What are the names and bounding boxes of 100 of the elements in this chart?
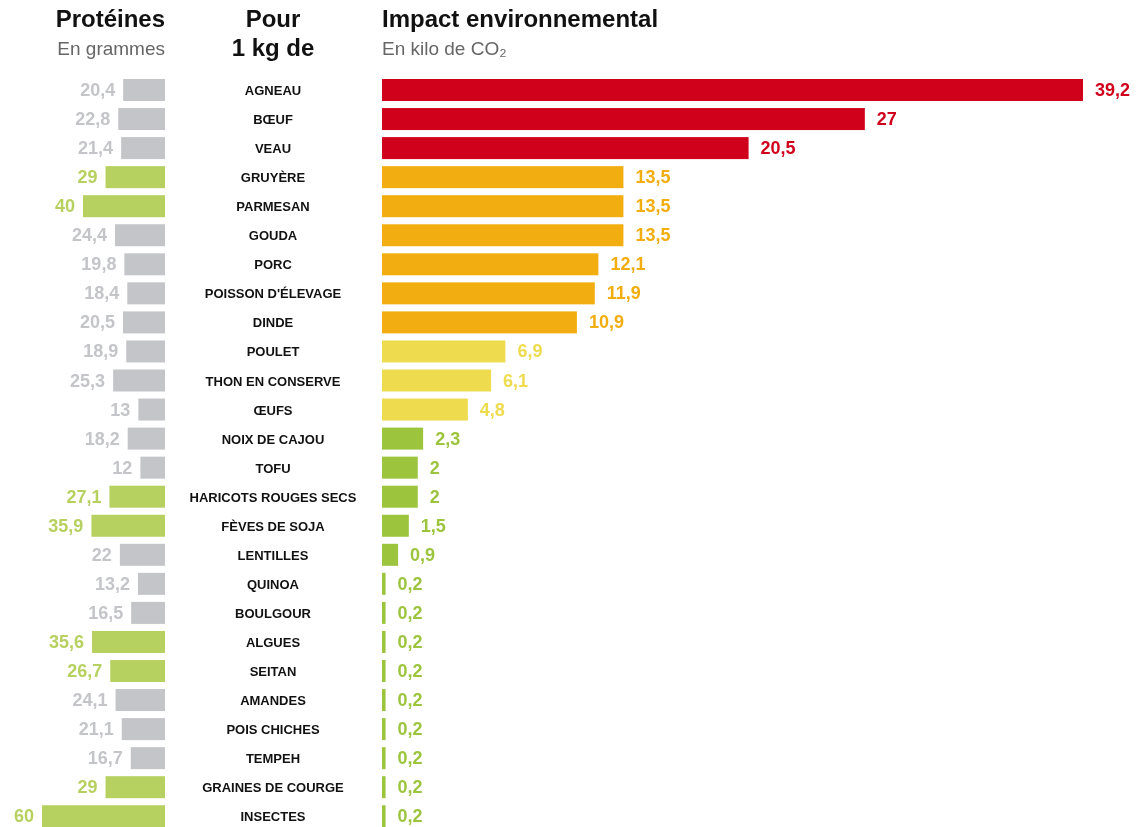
y-tick-label: GRUYÈRE [240,170,306,186]
bar [382,137,749,160]
bar [140,456,165,479]
data-label: 24,1 [72,690,108,711]
bar [105,166,165,189]
y-tick-label: PORC [254,257,293,273]
y-tick-label: PARMESAN [236,199,310,215]
bar [123,79,165,101]
bar [126,340,165,363]
data-label: 13,5 [635,167,671,188]
data-label: 22 [91,544,112,565]
bar [382,340,506,363]
y-tick-label: ALGUES [245,634,301,650]
data-label: 35,6 [48,631,85,652]
data-label: 12 [112,457,133,478]
y-tick-label: QUINOA [247,576,300,592]
y-tick-label: NOIX DE CAJOU [221,431,325,447]
data-label: 0,2 [397,806,423,827]
y-tick-label: AMANDES [240,693,307,709]
y-tick-label: HARICOTS ROUGES SECS [189,489,357,505]
bar [382,601,386,624]
bar [92,630,165,653]
data-label: 0,2 [397,748,423,769]
y-axis-title: Pour 1 kg de [231,5,315,61]
bar [83,195,165,218]
data-label: 0,2 [397,719,423,740]
data-label: 2,3 [435,428,461,449]
y-tick-label: THON EN CONSERVE [205,373,341,389]
bar [382,514,409,537]
bar [382,456,418,479]
data-label: 18,4 [84,283,120,304]
y-tick-label: POIS CHICHES [226,722,320,738]
y-tick-label: TEMPEH [245,751,301,767]
bar [382,311,577,334]
chart-subtitle: En grammes [57,38,165,59]
bar [131,601,165,624]
bar [138,398,165,421]
bar [114,224,165,247]
bar [137,572,165,595]
y-tick-label: POULET [246,344,300,360]
data-label: 40 [54,196,75,217]
data-label: 35,9 [48,515,84,536]
data-label: 10,9 [588,312,624,333]
y-tick-label: ŒUFS [253,402,293,418]
bar [382,805,386,827]
data-label: 13,5 [635,225,671,246]
y-tick-label: GRAINES DE COURGE [202,780,345,796]
data-label: 16,7 [87,748,123,769]
bar [382,718,386,741]
data-label: 21,4 [78,138,114,159]
data-label: 6,9 [517,341,543,362]
data-label: 26,7 [67,661,103,681]
data-label: 0,9 [410,544,436,565]
y-tick-label: SEITAN [249,664,297,679]
data-label: 2 [429,457,440,478]
bar [122,311,165,334]
y-tick-label: DINDE [252,315,294,331]
data-label: 0,2 [397,690,423,711]
data-label: 29 [77,777,98,798]
y-tick-label: TOFU [255,460,291,476]
data-label: 4,8 [479,399,505,420]
chart-title: Protéines [55,5,165,32]
data-label: 0,2 [397,777,423,798]
bar [110,660,165,682]
bar [382,630,386,653]
data-label: 20,5 [760,138,796,159]
y-tick-label: GOUDA [248,228,298,244]
data-label: 27,1 [66,486,102,507]
chart-subtitle: En kilo de CO₂ [382,38,507,59]
bar [121,718,165,741]
bar [382,108,865,131]
data-label: 24,4 [71,225,107,246]
y-tick-label: POISSON D'ÉLEVAGE [204,286,342,302]
data-label: 12,1 [610,254,646,275]
bar [382,79,1083,101]
bar [382,747,386,770]
bar [115,689,165,712]
bar [382,660,386,682]
bar [382,543,399,566]
bar [127,282,165,305]
bar [382,166,624,189]
bar [382,427,424,450]
bar [109,485,165,508]
data-label: 27 [876,109,897,130]
data-label: 20,4 [80,80,116,100]
data-label: 29 [77,167,98,188]
bar [382,398,468,421]
y-tick-label: FÈVES DE SOJA [221,518,326,534]
bar [382,369,492,392]
data-label: 39,2 [1095,80,1131,100]
bar [127,427,165,450]
data-label: 2 [429,486,440,507]
bar [91,514,165,537]
data-label: 25,3 [70,370,106,391]
data-label: 13,2 [94,573,130,594]
data-label: 18,9 [83,341,119,362]
y-tick-label: INSECTES [240,809,306,825]
data-label: 0,2 [397,631,423,652]
bar [382,253,599,276]
data-label: 6,1 [503,370,529,391]
